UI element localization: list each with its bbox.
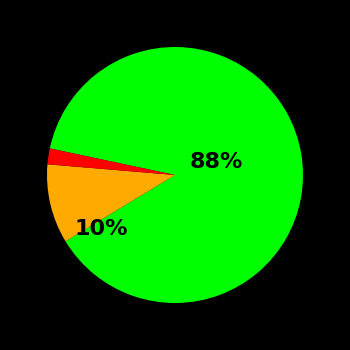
Wedge shape	[50, 47, 303, 303]
Text: 10%: 10%	[74, 219, 127, 239]
Wedge shape	[48, 148, 175, 175]
Text: 88%: 88%	[189, 152, 243, 172]
Wedge shape	[47, 164, 175, 241]
